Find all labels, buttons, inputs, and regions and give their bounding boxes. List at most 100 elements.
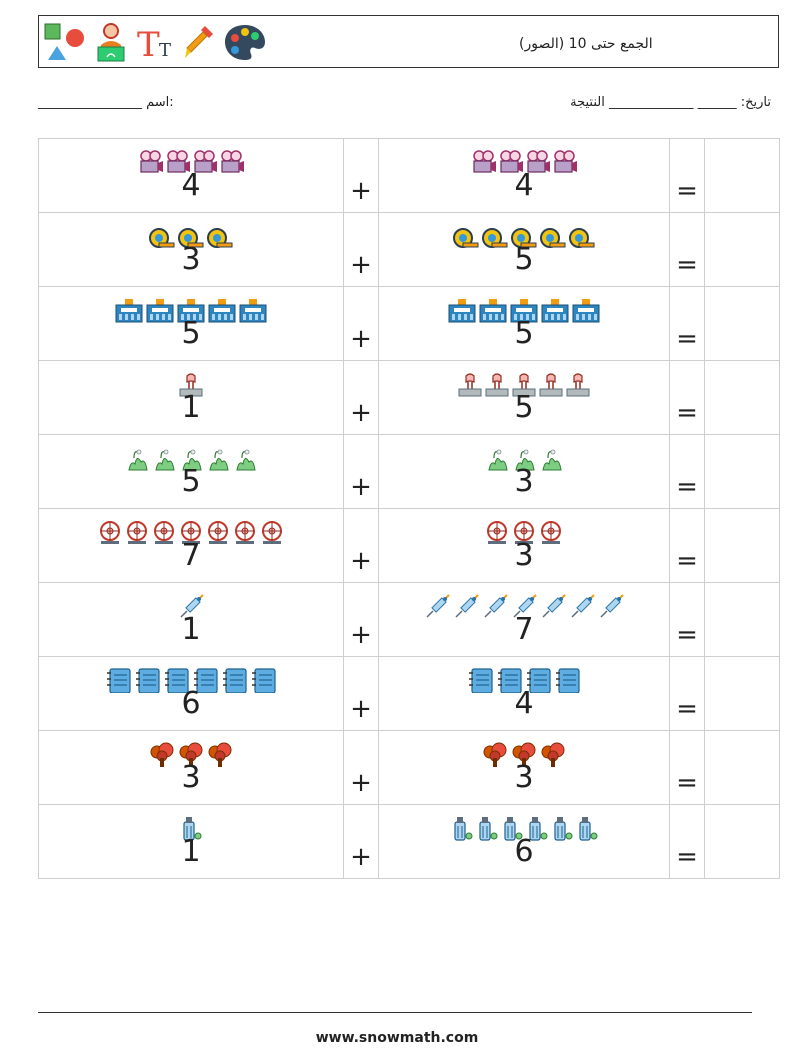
equals-sign: = (676, 472, 698, 502)
date-result-field: تاريخ: ______ _____________ النتيجة (526, 95, 771, 110)
answer-box[interactable] (704, 804, 780, 879)
right-number: 6 (514, 834, 534, 869)
left-cell: 1 (38, 582, 344, 657)
right-cell: 5 (378, 212, 670, 287)
tape-measure-icon (482, 228, 508, 248)
tree-icon (512, 742, 536, 767)
notebook-icon (468, 668, 493, 693)
problem-row: 5 +5 = (38, 286, 780, 361)
result-blank: _____________ (608, 95, 694, 110)
problem-row: 3 +3 = (38, 730, 780, 805)
plus-cell: + (343, 286, 379, 361)
answer-box[interactable] (704, 138, 780, 213)
answer-box[interactable] (704, 286, 780, 361)
left-cell: 3 (38, 730, 344, 805)
left-icon-group (139, 150, 244, 175)
left-cell: 3 (38, 212, 344, 287)
right-addend: 3 (379, 742, 669, 793)
left-icon-group (149, 224, 233, 249)
left-icon-group (125, 446, 257, 471)
left-addend: 3 (39, 742, 343, 793)
right-icon-group (424, 594, 624, 619)
equals-sign: = (676, 324, 698, 354)
left-cell: 5 (38, 286, 344, 361)
right-addend: 7 (379, 594, 669, 645)
bottle-icon (578, 817, 597, 841)
right-addend: 4 (379, 668, 669, 719)
plus-sign: + (350, 842, 372, 872)
bottle-icon (478, 817, 497, 841)
right-number: 7 (514, 612, 534, 647)
syringe-icon (600, 594, 624, 618)
right-addend: 5 (379, 224, 669, 275)
addition-table: 4 +4 = 3 +5 = 5 +5 = 1 +5 = 5 +3 = 7 +3 = 1 +7 = 6 +4 = 3 +3 = 1 +6 = (38, 138, 780, 879)
tape-measure-icon (569, 228, 595, 248)
right-addend: 3 (379, 520, 669, 571)
grass-sprout-icon (182, 449, 202, 471)
answer-box[interactable] (704, 434, 780, 509)
result-label: النتيجة (570, 95, 605, 110)
problem-row: 1 +5 = (38, 360, 780, 435)
notebook-icon (497, 668, 522, 693)
answer-box[interactable] (704, 360, 780, 435)
palette-icon (223, 22, 267, 62)
equals-cell: = (669, 804, 705, 879)
bottle-icon (528, 817, 547, 841)
police-station-icon (239, 299, 267, 323)
right-cell: 6 (378, 804, 670, 879)
footer-website: www.snowmath.com (315, 1030, 479, 1046)
right-number: 3 (514, 464, 534, 499)
right-cell: 4 (378, 656, 670, 731)
answer-box[interactable] (704, 582, 780, 657)
right-number: 3 (514, 538, 534, 573)
right-icon-group (451, 816, 598, 841)
ferris-wheel-icon (262, 521, 282, 544)
answer-box[interactable] (704, 656, 780, 731)
right-cell: 3 (378, 508, 670, 583)
plus-sign: + (350, 176, 372, 206)
movie-camera-icon (526, 150, 550, 173)
left-number: 1 (181, 390, 201, 425)
tape-measure-icon (149, 228, 175, 248)
date-label: تاريخ: (740, 95, 771, 110)
syringe-icon (455, 594, 479, 618)
syringe-icon (542, 594, 566, 618)
movie-camera-icon (193, 150, 217, 173)
plus-cell: + (343, 212, 379, 287)
right-icon-group (472, 150, 577, 175)
grass-sprout-icon (128, 449, 148, 471)
equals-cell: = (669, 212, 705, 287)
pin-icon (539, 373, 563, 397)
right-icon-group (448, 298, 600, 323)
right-cell: 4 (378, 138, 670, 213)
worksheet-header: T T الجمع حتى 10 (الصور) (38, 15, 779, 68)
notebook-icon (526, 668, 551, 693)
name-field: ________________ اسم: (38, 95, 174, 110)
ferris-wheel-icon (181, 521, 201, 544)
right-cell: 5 (378, 286, 670, 361)
problem-row: 7 +3 = (38, 508, 780, 583)
left-icon-group (178, 594, 204, 619)
police-station-icon (115, 299, 143, 323)
equals-cell: = (669, 582, 705, 657)
answer-box[interactable] (704, 730, 780, 805)
left-addend: 1 (39, 594, 343, 645)
plus-sign: + (350, 324, 372, 354)
right-addend: 6 (379, 816, 669, 867)
tape-measure-icon (178, 228, 204, 248)
right-cell: 3 (378, 730, 670, 805)
right-addend: 5 (379, 372, 669, 423)
movie-camera-icon (499, 150, 523, 173)
notebook-icon (555, 668, 580, 693)
tree-icon (179, 742, 203, 767)
ferris-wheel-icon (208, 521, 228, 544)
answer-box[interactable] (704, 212, 780, 287)
notebook-icon (222, 668, 247, 693)
left-number: 3 (181, 760, 201, 795)
bottle-icon (453, 817, 472, 841)
left-cell: 1 (38, 804, 344, 879)
plus-cell: + (343, 138, 379, 213)
answer-box[interactable] (704, 508, 780, 583)
plus-cell: + (343, 656, 379, 731)
police-station-icon (448, 299, 476, 323)
